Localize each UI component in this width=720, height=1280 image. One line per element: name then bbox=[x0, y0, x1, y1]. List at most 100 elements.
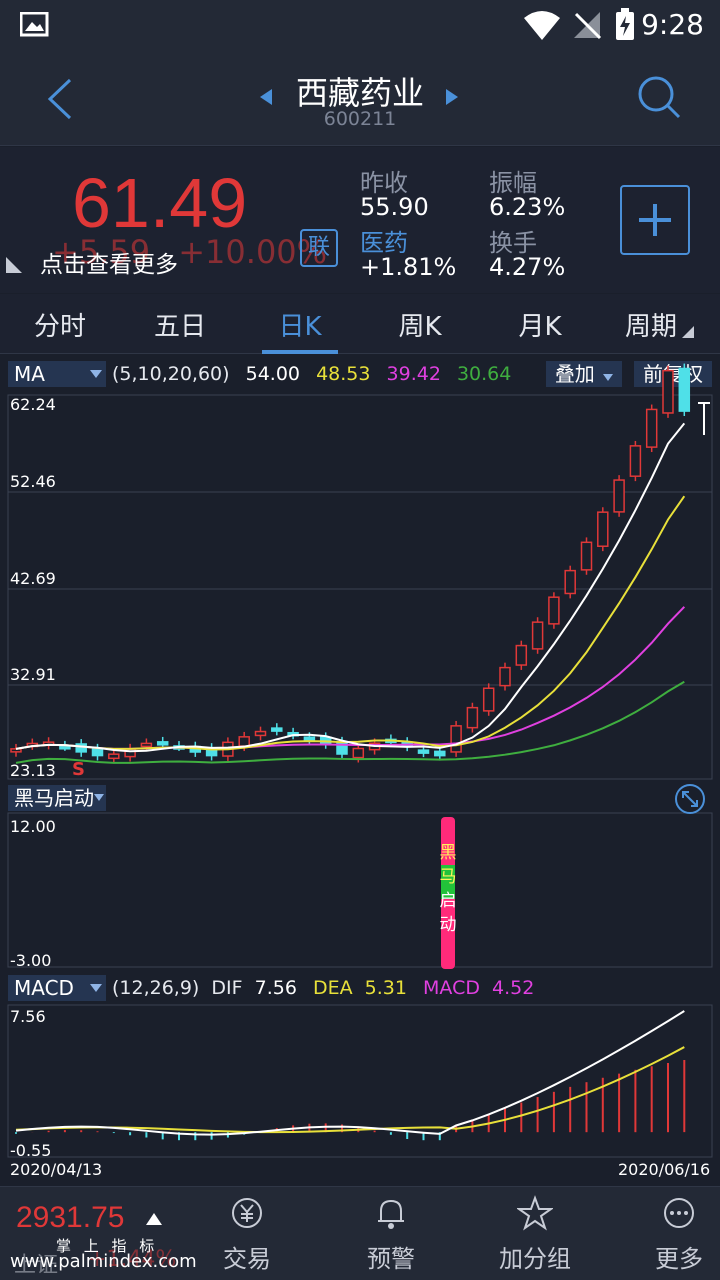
plus-icon bbox=[639, 204, 671, 236]
period-tabs: 分时 五日 日K 周K 月K 周期 bbox=[0, 294, 720, 354]
index-value[interactable]: 2931.75 bbox=[16, 1201, 125, 1234]
heima-marker-text: 黑 马 启 动 bbox=[439, 841, 457, 937]
turnover-label: 换手 bbox=[489, 229, 537, 257]
up-arrow-icon bbox=[146, 1213, 162, 1225]
gallery-icon bbox=[20, 12, 49, 37]
stock-code: 600211 bbox=[323, 108, 397, 130]
main-chart-frame bbox=[7, 394, 713, 780]
prev-close-value: 55.90 bbox=[360, 193, 429, 221]
add-watchlist-button[interactable] bbox=[620, 185, 690, 255]
heima-chart-frame bbox=[7, 812, 713, 968]
amplitude-label: 振幅 bbox=[489, 169, 537, 197]
dropdown-arrow-icon bbox=[90, 984, 102, 992]
amplitude-value: 6.23% bbox=[489, 193, 566, 221]
candle-body bbox=[548, 596, 560, 625]
trade-icon bbox=[232, 1198, 262, 1228]
active-tab-indicator bbox=[262, 350, 338, 354]
watermark-title: 掌 上 指 标 bbox=[56, 1237, 159, 1255]
dif-line bbox=[15, 1010, 685, 1136]
macd-chart-frame bbox=[7, 1004, 713, 1158]
macd-indicator-selector[interactable]: MACD bbox=[8, 975, 106, 1001]
prev-stock-icon[interactable] bbox=[258, 88, 274, 106]
dropdown-corner-icon bbox=[682, 326, 694, 338]
clock: 9:28 bbox=[641, 8, 704, 41]
price-change: +5.59 bbox=[52, 233, 151, 271]
ma20-line bbox=[15, 606, 686, 750]
nav-trade[interactable]: 交易 bbox=[187, 1195, 307, 1274]
tab-weekly-k[interactable]: 周K bbox=[398, 312, 442, 342]
ma-indicator-selector[interactable]: MA bbox=[8, 361, 106, 387]
watermark-url: www.palmindex.com bbox=[10, 1251, 197, 1272]
nav-add-group-label: 加分组 bbox=[499, 1245, 571, 1273]
macd-value: 4.52 bbox=[492, 977, 535, 999]
nav-more[interactable]: 更多 bbox=[619, 1195, 720, 1274]
macd-y-top: 7.56 bbox=[10, 1007, 46, 1026]
candle-body bbox=[662, 369, 674, 414]
y-axis-label: 52.46 bbox=[10, 472, 56, 491]
nav-trade-label: 交易 bbox=[223, 1245, 271, 1273]
corner-triangle-icon bbox=[6, 257, 22, 273]
macd-values-row: (12,26,9) DIF 7.56 DEA 5.31 MACD 4.52 bbox=[112, 977, 534, 999]
search-icon[interactable] bbox=[636, 74, 682, 120]
chart-area[interactable]: MA (5,10,20,60) 54.00 48.53 39.42 30.64 … bbox=[0, 355, 720, 1185]
heima-y-top: 12.00 bbox=[10, 817, 56, 836]
sector-value: +1.81% bbox=[360, 253, 457, 281]
tab-five-day[interactable]: 五日 bbox=[153, 312, 206, 342]
expand-icon[interactable] bbox=[674, 783, 706, 815]
candle-body bbox=[271, 727, 283, 732]
sector-label[interactable]: 医药 bbox=[360, 229, 408, 257]
sell-signal-label: S bbox=[72, 759, 85, 780]
link-button[interactable]: 联 bbox=[300, 229, 338, 267]
ma-selector-label: MA bbox=[14, 362, 45, 386]
heima-char: 启 bbox=[439, 891, 457, 911]
ma-values-row: (5,10,20,60) 54.00 48.53 39.42 30.64 bbox=[112, 363, 511, 385]
candle-body bbox=[254, 730, 267, 737]
star-icon bbox=[515, 1195, 555, 1231]
candles-group bbox=[10, 363, 691, 764]
quote-panel[interactable]: 61.49 +5.59 +10.00% 点击查看更多 联 昨收 55.90 振幅… bbox=[0, 147, 720, 293]
ma10-line bbox=[15, 495, 686, 751]
candle-body bbox=[75, 743, 87, 753]
status-bar: 9:28 bbox=[0, 0, 720, 52]
candle-body bbox=[417, 749, 430, 754]
nav-more-label: 更多 bbox=[655, 1245, 703, 1273]
turnover-value: 4.27% bbox=[489, 253, 566, 281]
nav-alert[interactable]: 预警 bbox=[331, 1195, 451, 1274]
index-name: 上证 bbox=[14, 1253, 59, 1278]
dropdown-arrow-icon bbox=[90, 370, 102, 378]
candle-body bbox=[613, 479, 625, 513]
overlay-button[interactable]: 叠加 bbox=[546, 361, 622, 387]
heima-char: 马 bbox=[439, 867, 457, 887]
tab-daily-k[interactable]: 日K bbox=[278, 312, 322, 342]
tab-intraday[interactable]: 分时 bbox=[33, 312, 86, 342]
candle-body bbox=[336, 741, 348, 755]
stock-name: 西藏药业 bbox=[295, 74, 424, 112]
back-arrow-icon[interactable] bbox=[44, 78, 74, 120]
tab-period[interactable]: 周期 bbox=[624, 312, 677, 342]
more-hint[interactable]: 点击查看更多 bbox=[40, 252, 178, 278]
no-signal-icon bbox=[574, 12, 602, 40]
y-axis-label: 23.13 bbox=[10, 761, 56, 780]
heima-indicator-selector[interactable]: 黑马启动 bbox=[8, 785, 106, 811]
candle-body bbox=[352, 747, 365, 759]
candle-body bbox=[645, 408, 658, 448]
ma20-value: 39.42 bbox=[386, 363, 441, 385]
index-change: +1.44% bbox=[88, 1247, 177, 1272]
macd-label: MACD bbox=[423, 977, 480, 999]
dropdown-arrow-icon bbox=[94, 794, 104, 801]
candle-body bbox=[91, 748, 104, 757]
macd-params: (12,26,9) bbox=[112, 977, 200, 999]
candle-body bbox=[156, 741, 169, 746]
nav-add-group[interactable]: 加分组 bbox=[475, 1195, 595, 1274]
date-end: 2020/06/16 bbox=[618, 1160, 711, 1179]
candle-body bbox=[124, 747, 136, 758]
y-axis-label: 42.69 bbox=[10, 569, 56, 588]
heima-signal-green bbox=[441, 865, 455, 899]
date-start: 2020/04/13 bbox=[10, 1160, 103, 1179]
tab-monthly-k[interactable]: 月K bbox=[518, 312, 562, 342]
next-stock-icon[interactable] bbox=[444, 88, 460, 106]
candle-body bbox=[10, 748, 22, 753]
candlestick-chart-svg[interactable] bbox=[0, 355, 720, 1185]
heima-y-bottom: -3.00 bbox=[10, 951, 52, 970]
candle-body bbox=[466, 706, 479, 729]
